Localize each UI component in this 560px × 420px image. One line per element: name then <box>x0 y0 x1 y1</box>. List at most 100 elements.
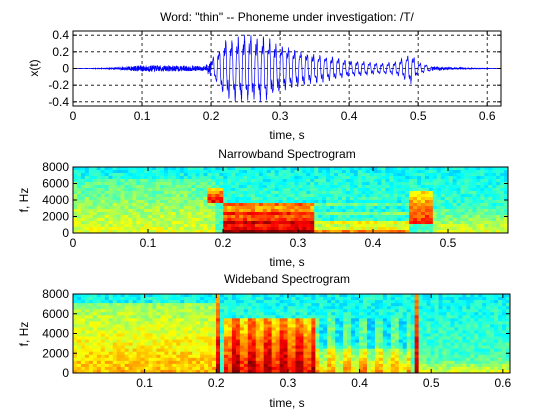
spectrogram-cell <box>183 182 189 186</box>
spectrogram-cell <box>345 167 351 171</box>
spectrogram-cell <box>405 185 410 189</box>
spectrogram-cell <box>148 309 153 313</box>
spectrogram-cell <box>160 330 165 334</box>
spectrogram-cell <box>458 312 463 316</box>
spectrogram-cell <box>88 333 94 337</box>
spectrogram-cell <box>298 167 303 171</box>
spectrogram-cell <box>418 312 423 316</box>
spectrogram-cell <box>188 360 193 365</box>
spectrogram-cell <box>390 357 396 362</box>
spectrogram-cell <box>319 300 324 304</box>
spectrogram-cell <box>430 342 435 347</box>
spectrogram-cell <box>353 176 359 180</box>
spectrogram-cell <box>243 324 249 328</box>
spectrogram-cell <box>73 309 78 313</box>
spectrogram-cell <box>424 224 430 228</box>
spectrogram-cell <box>406 354 412 359</box>
spectrogram-cell <box>247 203 252 207</box>
spectrogram-cell <box>96 339 102 344</box>
spectrogram-cell <box>76 333 82 337</box>
spectrogram-cell <box>80 227 86 231</box>
spectrogram-cell <box>390 300 396 304</box>
spectrogram-cell <box>446 348 451 353</box>
spectrogram-cell <box>212 300 217 304</box>
spectrogram-cell <box>385 209 390 213</box>
spectrogram-cell <box>275 354 280 359</box>
spectrogram-cell <box>207 227 212 231</box>
spectrogram-cell <box>144 336 149 340</box>
spectrogram-cell <box>156 188 161 192</box>
spectrogram-cell <box>494 342 499 347</box>
spectrogram-cell <box>223 327 229 331</box>
spectrogram-cell <box>140 170 145 174</box>
spectrogram-cell <box>184 306 189 310</box>
spectrogram-cell <box>200 354 205 359</box>
spectrogram-cell <box>347 345 352 350</box>
spectrogram-cell <box>176 303 181 307</box>
spectrogram-cell <box>436 206 442 210</box>
spectrogram-cell <box>219 300 225 304</box>
spectrogram-cell <box>108 342 114 347</box>
spectrogram-cell <box>424 209 430 213</box>
spectrogram-cell <box>347 309 352 313</box>
spectrogram-cell <box>76 348 82 353</box>
spectrogram-cell <box>484 170 489 174</box>
spectrogram-cell <box>184 330 189 334</box>
spectrogram-cell <box>204 324 209 328</box>
spectrogram-cell <box>319 309 324 313</box>
spectrogram-cell <box>377 227 382 231</box>
spectrogram-cell <box>381 185 386 189</box>
spectrogram-cell <box>92 309 98 313</box>
spectrogram-cell <box>187 176 193 180</box>
spectrogram-cell <box>381 221 386 225</box>
spectrogram-cell <box>374 339 380 344</box>
spectrogram-cell <box>266 194 272 198</box>
spectrogram-cell <box>334 212 339 216</box>
spectrogram-cell <box>307 318 312 322</box>
spectrogram-cell <box>326 176 331 180</box>
spectrogram-cell <box>263 315 269 319</box>
spectrogram-cell <box>377 173 382 177</box>
spectrogram-cell <box>254 230 260 234</box>
spectrogram-cell <box>172 333 177 337</box>
spectrogram-cell <box>196 345 201 350</box>
spectrogram-cell <box>263 345 269 350</box>
spectrogram-cell <box>377 206 382 210</box>
spectrogram-cell <box>347 315 352 319</box>
spectrogram-cell <box>294 215 299 219</box>
spectrogram-cell <box>254 227 260 231</box>
spectrogram-cell <box>286 227 291 231</box>
spectrogram-cell <box>255 327 261 331</box>
spectrogram-cell <box>104 306 110 310</box>
spectrogram-cell <box>436 224 442 228</box>
spectrogram-cell <box>502 306 507 310</box>
spectrogram-cell <box>251 357 257 362</box>
spectrogram-cell <box>100 182 106 186</box>
spectrogram-cell <box>144 333 149 337</box>
spectrogram-cell <box>152 179 157 183</box>
spectrogram-cell <box>275 330 280 334</box>
spectrogram-cell <box>349 173 355 177</box>
spectrogram-cell <box>271 360 277 365</box>
spectrogram-cell <box>286 194 291 198</box>
spectrogram-cell <box>440 203 446 207</box>
spectrogram-cell <box>353 200 359 204</box>
spectrogram-cell <box>262 212 268 216</box>
spectrogram-cell <box>442 354 447 359</box>
spectrogram-cell <box>502 327 507 331</box>
spectrogram-cell <box>92 194 98 198</box>
spectrogram-cell <box>436 191 442 195</box>
spectrogram-cell <box>148 221 153 225</box>
spectrogram-cell <box>196 312 201 316</box>
spectrogram-cell <box>470 336 475 340</box>
spectrogram-cell <box>282 230 287 234</box>
spectrogram-cell <box>294 170 299 174</box>
spectrogram-cell <box>112 224 117 228</box>
spectrogram-cell <box>175 191 181 195</box>
spectrogram-cell <box>171 194 177 198</box>
spectrogram-cell <box>374 330 380 334</box>
spectrogram-cell <box>88 185 94 189</box>
spectrogram-cell <box>492 203 497 207</box>
spectrogram-cell <box>458 321 463 325</box>
spectrogram-cell <box>124 360 130 365</box>
